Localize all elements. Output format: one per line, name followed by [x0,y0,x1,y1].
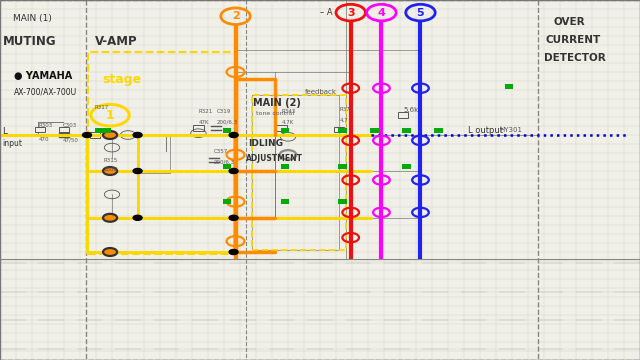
Text: tone control: tone control [256,111,294,116]
Bar [435,128,443,133]
Text: 3: 3 [347,8,355,18]
Circle shape [133,215,142,220]
Circle shape [133,168,142,174]
Bar [505,84,513,89]
Text: R377: R377 [339,107,353,112]
Text: 47K: 47K [198,120,209,125]
Text: R315: R315 [104,158,118,163]
Text: MAIN (2): MAIN (2) [253,98,301,108]
Bar [280,199,289,204]
Text: 4.7K: 4.7K [282,120,294,125]
Text: DETECTOR: DETECTOR [544,53,605,63]
Text: 4: 4 [378,8,385,18]
Bar [339,128,347,133]
Bar [280,164,289,169]
Text: AX-700/AX-700U: AX-700/AX-700U [14,87,77,96]
Bar [280,128,289,133]
Text: feedback: feedback [305,89,337,95]
Bar [403,128,411,133]
Text: 47/50: 47/50 [63,137,79,142]
Text: 2: 2 [232,11,239,21]
Text: 180K: 180K [104,167,118,172]
Text: stage: stage [102,73,141,86]
Text: C319: C319 [216,109,230,114]
Circle shape [103,167,117,175]
Bar [88,52,235,254]
Text: R303: R303 [38,123,52,128]
Text: L output: L output [468,126,504,135]
Text: HY301: HY301 [499,127,522,133]
Text: V-AMP: V-AMP [95,35,138,48]
Bar [90,132,100,138]
Bar [35,127,45,132]
Bar [276,125,287,131]
Text: ● YAMAHA: ● YAMAHA [14,71,72,81]
Circle shape [83,132,92,138]
Bar [403,164,411,169]
Text: IDLING: IDLING [248,139,284,148]
Circle shape [229,132,238,138]
Text: 4.7: 4.7 [339,118,348,123]
Text: R321: R321 [198,109,212,114]
Text: C357: C357 [214,149,228,154]
Bar [223,164,232,169]
Circle shape [229,168,238,174]
Text: CURRENT: CURRENT [546,35,601,45]
Circle shape [229,249,238,255]
Bar [398,112,408,118]
Text: ADJUSTMENT: ADJUSTMENT [246,154,303,163]
Bar [193,125,204,131]
Text: C303: C303 [63,123,77,128]
Bar [95,128,104,133]
Text: 5: 5 [417,8,424,18]
Text: R317: R317 [95,105,109,110]
Text: 200/6.3: 200/6.3 [216,120,237,125]
Bar [252,95,346,250]
Text: 5.6k: 5.6k [403,107,419,113]
Circle shape [103,214,117,222]
Text: OVER: OVER [554,17,585,27]
Bar [223,128,232,133]
Circle shape [133,132,142,138]
Text: MAIN (1): MAIN (1) [13,13,52,22]
Bar [339,164,347,169]
Text: input: input [2,139,22,148]
Circle shape [103,248,117,256]
Bar [339,199,347,204]
Text: – A: – A [320,8,333,17]
Text: MUTING: MUTING [3,35,57,48]
Text: 200/6.3: 200/6.3 [214,159,235,165]
Text: R343: R343 [282,109,296,114]
Circle shape [103,131,117,139]
Bar [102,128,111,133]
Circle shape [229,215,238,220]
Bar [334,127,344,132]
Text: L: L [2,127,7,136]
Bar [223,199,232,204]
Bar [370,128,379,133]
Bar [59,127,69,132]
Text: 1: 1 [106,109,115,122]
Text: 470: 470 [38,137,49,142]
